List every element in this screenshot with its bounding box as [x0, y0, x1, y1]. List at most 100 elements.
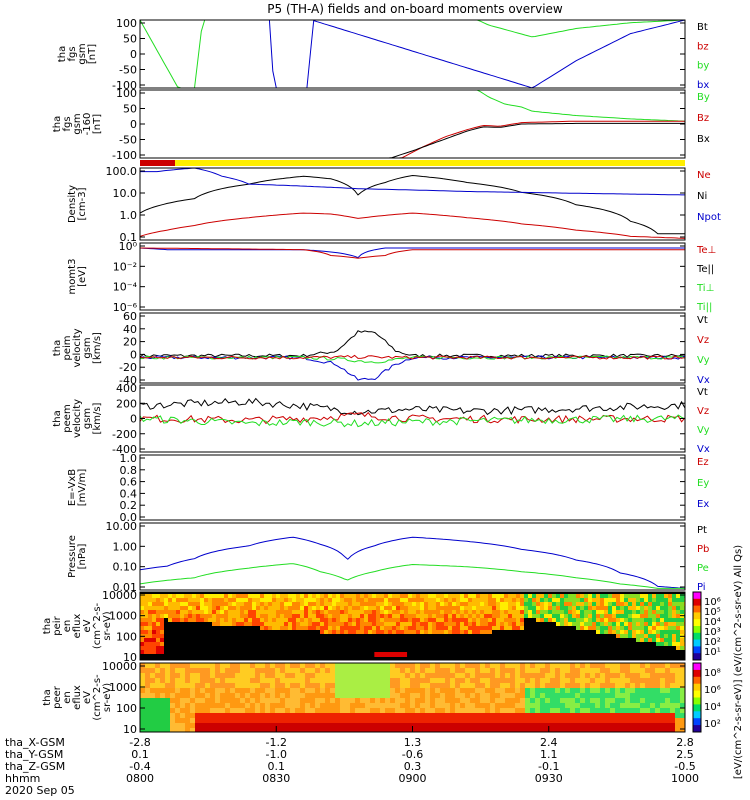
ylabel: thapeerenefluxeV(cm^2-s-sr-eV) [42, 674, 113, 721]
ylabel-line: Density [67, 185, 78, 223]
xtick-label: 0930 [535, 772, 563, 785]
ytick-label: 1.00 [113, 540, 138, 553]
legend-Ez: Ez [697, 457, 709, 468]
ylabel-line: gsm [77, 43, 88, 64]
lines-pressure [140, 536, 685, 589]
ytick-label: 0.6 [120, 476, 138, 489]
xtick-label: -1.0 [266, 748, 287, 761]
ytick-label: 10⁻⁴ [113, 281, 138, 294]
colorbar-segment [693, 619, 701, 627]
spectrogram-peer-eflux [140, 663, 685, 732]
colorbar-label: 10⁸ [704, 668, 721, 679]
ylabel-line: eflux [72, 614, 83, 639]
colorbar-label: 10² [704, 637, 721, 648]
ylabel-line: [cm-3] [77, 187, 88, 220]
low-energy-feature [374, 652, 408, 657]
xaxis-row-label: tha_X-GSM [5, 736, 65, 749]
colorbar-label: 10⁶ [704, 597, 721, 608]
ytick-label: 10000 [102, 589, 137, 602]
panel-frame [139, 242, 686, 311]
colorbar-label: 10⁴ [704, 617, 721, 628]
ytick-label: -20 [119, 361, 137, 374]
ylabel: Pressure[nPa] [67, 535, 88, 578]
series-bx [140, 20, 685, 88]
ylabel-line: velocity [72, 399, 83, 438]
panel-moms-t3: 10⁰ 10⁻² 10⁻⁴ 10⁻⁶ momt3[eV] Te⊥ Te|| Ti⊥ Ti|| [67, 240, 716, 314]
panel-frame [139, 312, 686, 384]
legend-Pb: Pb [697, 544, 709, 555]
xtick-label: -0.1 [538, 760, 559, 773]
ytick-label: 10.00 [106, 520, 138, 533]
legend-Te⊥: Te⊥ [696, 245, 716, 256]
legend-Pt: Pt [697, 525, 707, 536]
series-Vx [140, 355, 685, 381]
ytick-label: -100 [112, 79, 137, 92]
legend-Ex: Ex [697, 499, 709, 510]
ylabel-line: sr-eV) [102, 683, 113, 712]
ytick-label: -50 [119, 64, 137, 77]
ylabel-line: [mV/m] [77, 469, 88, 507]
ylabel-line: momt3 [67, 259, 78, 295]
colorbar-segment [693, 704, 701, 712]
colorbar-label: 10⁶ [704, 685, 721, 696]
ylabel-line: peem [62, 404, 73, 432]
legend-Npot: Npot [697, 212, 721, 223]
ylabel-line: en [62, 620, 73, 633]
ylabel: thafgsgsm[nT] [57, 43, 98, 64]
ytick-label: 1.0 [120, 209, 138, 222]
xtick-label: 0.1 [131, 748, 149, 761]
legend-Vz: Vz [697, 335, 709, 346]
panel-frame [139, 19, 686, 89]
ytick-label: 0.0 [120, 511, 138, 524]
series-Vt [140, 397, 685, 416]
ytick-label: 10⁻⁶ [113, 301, 138, 314]
xtick-label: 2.4 [540, 736, 558, 749]
legend-Vt: Vt [697, 387, 708, 398]
series-Vy [140, 414, 685, 428]
lines-moms-t3 [140, 247, 685, 259]
panel-frame [139, 167, 686, 241]
lines-fgs-2 [140, 90, 685, 158]
panel-fgs-2: 100 50 0 -50 -100 thafgsgsm-160[nT] By Bz Bx [52, 87, 710, 162]
ylabel-line: tha [52, 340, 63, 356]
ytick-label: 10 [123, 651, 137, 664]
ylabel: E=-VxB[mV/m] [67, 469, 88, 507]
colorbar-segment [693, 697, 701, 705]
panel-frame [139, 522, 686, 591]
legend-Pi: Pi [697, 582, 706, 593]
ytick-label: 0 [130, 118, 137, 131]
ylabel-line: gsm [82, 408, 93, 429]
colorbar-segment [693, 669, 701, 678]
panel-density: 100.0 10.0 1.0 0.1 Density[cm-3] Ne Ni Npot [67, 165, 721, 244]
xaxis-row-label: tha_Z-GSM [5, 760, 65, 773]
xtick-label: -0.4 [129, 760, 150, 773]
colorbar-label: 10⁵ [704, 607, 721, 618]
series-Ne [140, 212, 685, 239]
panel-fgs: 100 50 0 -50 -100 thafgsgsm[nT] Bt bz by bx [57, 17, 709, 92]
colorbar-segment [693, 626, 701, 634]
legend-Vx: Vx [697, 375, 710, 386]
ylabel-line: [nPa] [77, 543, 88, 569]
series-Vz [140, 354, 685, 360]
ytick-label: 0 [130, 348, 137, 361]
colorbar-segment [693, 598, 701, 607]
ytick-label: 0 [130, 413, 137, 426]
colorbar-label: 10¹ [704, 647, 721, 658]
legend-By: By [697, 92, 710, 103]
colorbar-segment [693, 663, 701, 671]
colorbar-segment [693, 639, 701, 647]
ytick-label: 10⁻² [113, 260, 137, 273]
panel-e-field: 1.00.80.60.40.20.0 E=-VxB[mV/m] Ez Ey Ex [67, 452, 709, 524]
legend-by: by [697, 61, 709, 72]
series-Ti [140, 247, 685, 259]
ytick-label: 50 [123, 33, 137, 46]
colorbar-segment [693, 653, 701, 661]
ytick-label: 10000 [102, 660, 137, 673]
panel-peir-eflux: 10000 1000 100 10 thapeirenefluxeV(cm^2-s-sr… [42, 589, 721, 664]
xtick-label: 1000 [671, 772, 699, 785]
xtick-label: 1.3 [404, 736, 422, 749]
series-red [140, 120, 685, 158]
